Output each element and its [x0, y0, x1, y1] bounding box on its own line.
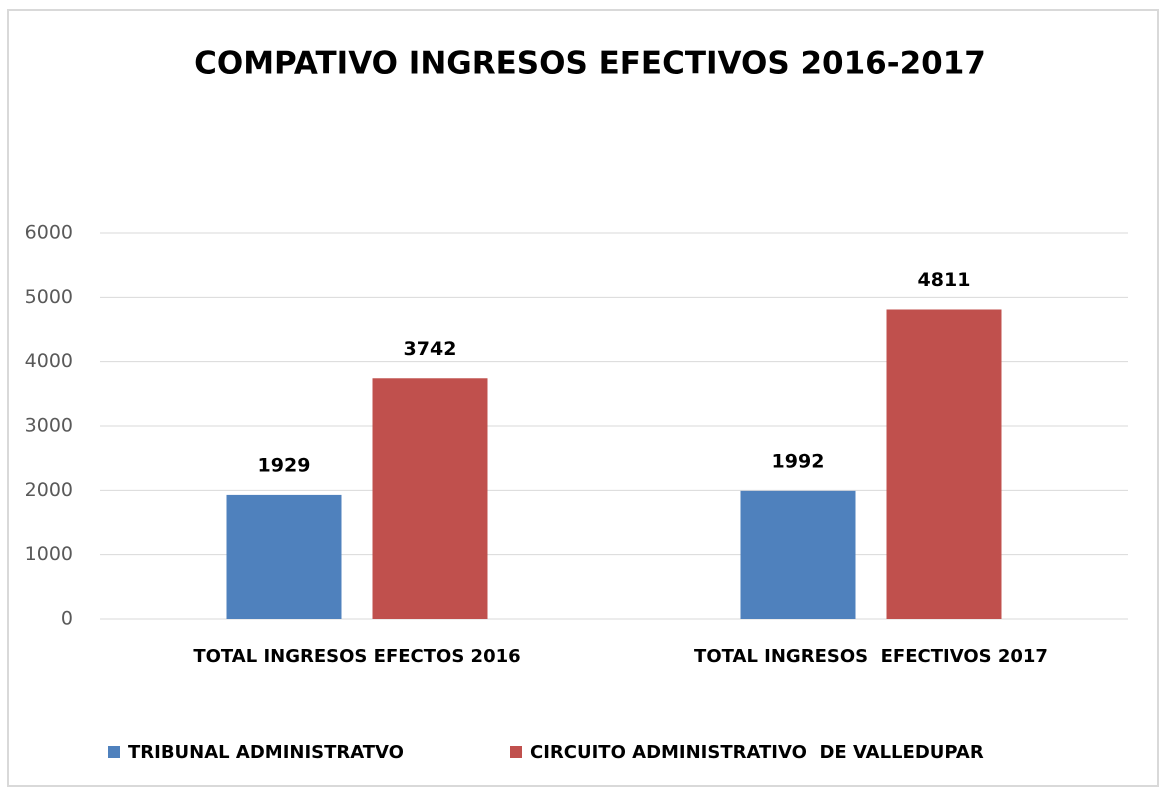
legend-label: TRIBUNAL ADMINISTRATVO — [128, 742, 404, 763]
y-tick-label: 1000 — [25, 543, 73, 565]
bar — [886, 309, 1002, 619]
data-label: 1992 — [772, 450, 825, 472]
y-tick-label: 0 — [61, 608, 73, 630]
y-tick-label: 3000 — [25, 415, 73, 437]
y-tick-label: 2000 — [25, 479, 73, 501]
legend-swatch — [108, 746, 120, 758]
legend-label: CIRCUITO ADMINISTRATIVO DE VALLEDUPAR — [530, 742, 984, 763]
legend-swatch — [510, 746, 522, 758]
x-tick-label: TOTAL INGRESOS EFECTIVOS 2017 — [694, 646, 1048, 667]
y-tick-label: 6000 — [25, 222, 73, 244]
bar — [372, 378, 488, 619]
x-tick-label: TOTAL INGRESOS EFECTOS 2016 — [193, 646, 520, 667]
data-label: 3742 — [404, 338, 457, 360]
data-label: 1929 — [258, 454, 311, 476]
bar — [740, 490, 856, 619]
y-tick-label: 4000 — [25, 350, 73, 372]
y-tick-label: 5000 — [25, 286, 73, 308]
bar — [226, 494, 342, 619]
chart-title: COMPATIVO INGRESOS EFECTIVOS 2016-2017 — [194, 46, 986, 82]
data-label: 4811 — [918, 269, 971, 291]
